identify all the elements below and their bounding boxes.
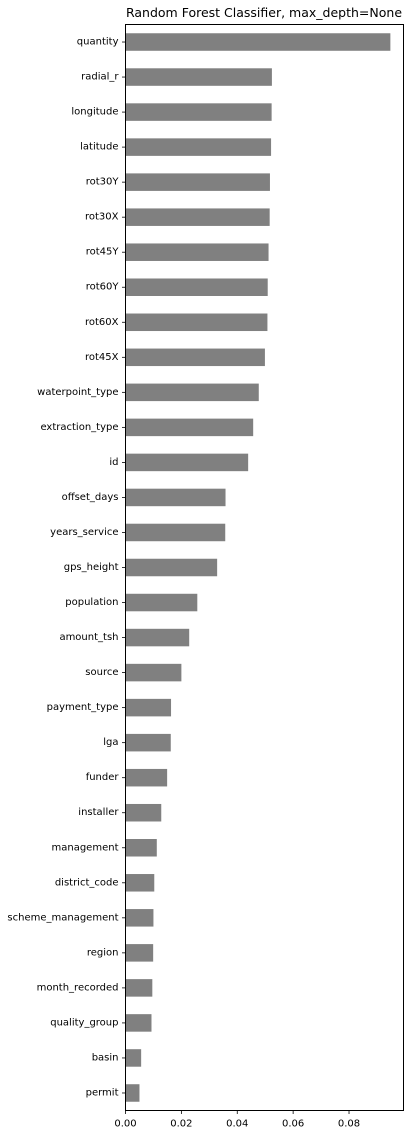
y-tick-label: scheme_management: [7, 912, 118, 923]
bar-waterpoint_type: [126, 384, 259, 402]
y-tick-label: amount_tsh: [59, 632, 118, 643]
bar-permit: [126, 1084, 140, 1102]
bar-rot60X: [126, 314, 268, 332]
bars-group: [126, 33, 391, 1101]
y-tick-label: rot60X: [85, 317, 119, 328]
bar-month_recorded: [126, 979, 153, 997]
bar-payment_type: [126, 699, 172, 717]
bar-rot45X: [126, 349, 265, 367]
y-tick-label: rot45X: [85, 352, 119, 363]
y-tick-label: quality_group: [50, 1017, 118, 1028]
y-tick-label: basin: [92, 1052, 119, 1063]
bar-rot60Y: [126, 278, 268, 296]
y-tick-label: quantity: [77, 37, 119, 48]
y-tick-label: payment_type: [47, 702, 119, 713]
x-tick-label: 0.04: [226, 1119, 248, 1130]
bar-id: [126, 454, 249, 472]
bar-installer: [126, 804, 162, 822]
bar-region: [126, 944, 154, 962]
y-tick-label: funder: [86, 772, 120, 783]
y-tick-label: installer: [78, 807, 119, 818]
y-tick-label: population: [65, 597, 118, 608]
bar-quality_group: [126, 1014, 152, 1032]
chart-title: Random Forest Classifier, max_depth=None: [126, 5, 402, 20]
bar-population: [126, 594, 198, 612]
bar-amount_tsh: [126, 629, 190, 647]
bar-rot30X: [126, 208, 270, 226]
bar-lga: [126, 734, 171, 752]
y-tick-label: month_recorded: [37, 982, 119, 993]
bar-basin: [126, 1049, 142, 1067]
y-tick-label: longitude: [71, 107, 118, 118]
y-tick-label: source: [85, 667, 118, 678]
y-tick-label: rot45Y: [86, 247, 120, 258]
y-tick-label: waterpoint_type: [37, 387, 118, 398]
bar-quantity: [126, 33, 391, 51]
bar-funder: [126, 769, 168, 787]
bar-extraction_type: [126, 419, 254, 437]
y-tick-label: rot60Y: [86, 282, 120, 293]
x-tick-label: 0.02: [170, 1119, 192, 1130]
bar-longitude: [126, 103, 272, 121]
y-tick-label: latitude: [80, 142, 118, 153]
y-tick-label: district_code: [55, 877, 119, 888]
bar-district_code: [126, 874, 155, 892]
y-tick-label: gps_height: [64, 562, 119, 573]
bar-rot45Y: [126, 243, 269, 261]
bar-radial_r: [126, 68, 272, 86]
x-tick-label: 0.06: [282, 1119, 304, 1130]
y-tick-label: offset_days: [62, 492, 119, 503]
y-tick-label: rot30X: [85, 212, 119, 223]
y-tick-label: extraction_type: [40, 422, 118, 433]
bar-scheme_management: [126, 909, 154, 927]
y-tick-label: id: [109, 457, 118, 468]
y-tick-label: permit: [86, 1087, 119, 1098]
bar-management: [126, 839, 157, 857]
y-tick-label: region: [87, 947, 119, 958]
y-axis-ticks: quantity radial_r longitude latitude rot30Y r…: [7, 37, 125, 1099]
bar-latitude: [126, 138, 272, 156]
y-tick-label: rot30Y: [86, 177, 120, 188]
bar-gps_height: [126, 559, 218, 577]
y-tick-label: lga: [103, 737, 118, 748]
bar-source: [126, 664, 182, 682]
bar-offset_days: [126, 489, 226, 507]
x-axis-ticks: 0.00 0.02 0.04 0.06 0.08: [114, 1111, 360, 1130]
x-tick-label: 0.08: [338, 1119, 360, 1130]
bar-years_service: [126, 524, 226, 542]
bar-rot30Y: [126, 173, 270, 191]
y-tick-label: years_service: [50, 527, 118, 538]
y-tick-label: radial_r: [81, 72, 119, 83]
x-tick-label: 0.00: [114, 1119, 136, 1130]
y-tick-label: management: [52, 842, 119, 853]
